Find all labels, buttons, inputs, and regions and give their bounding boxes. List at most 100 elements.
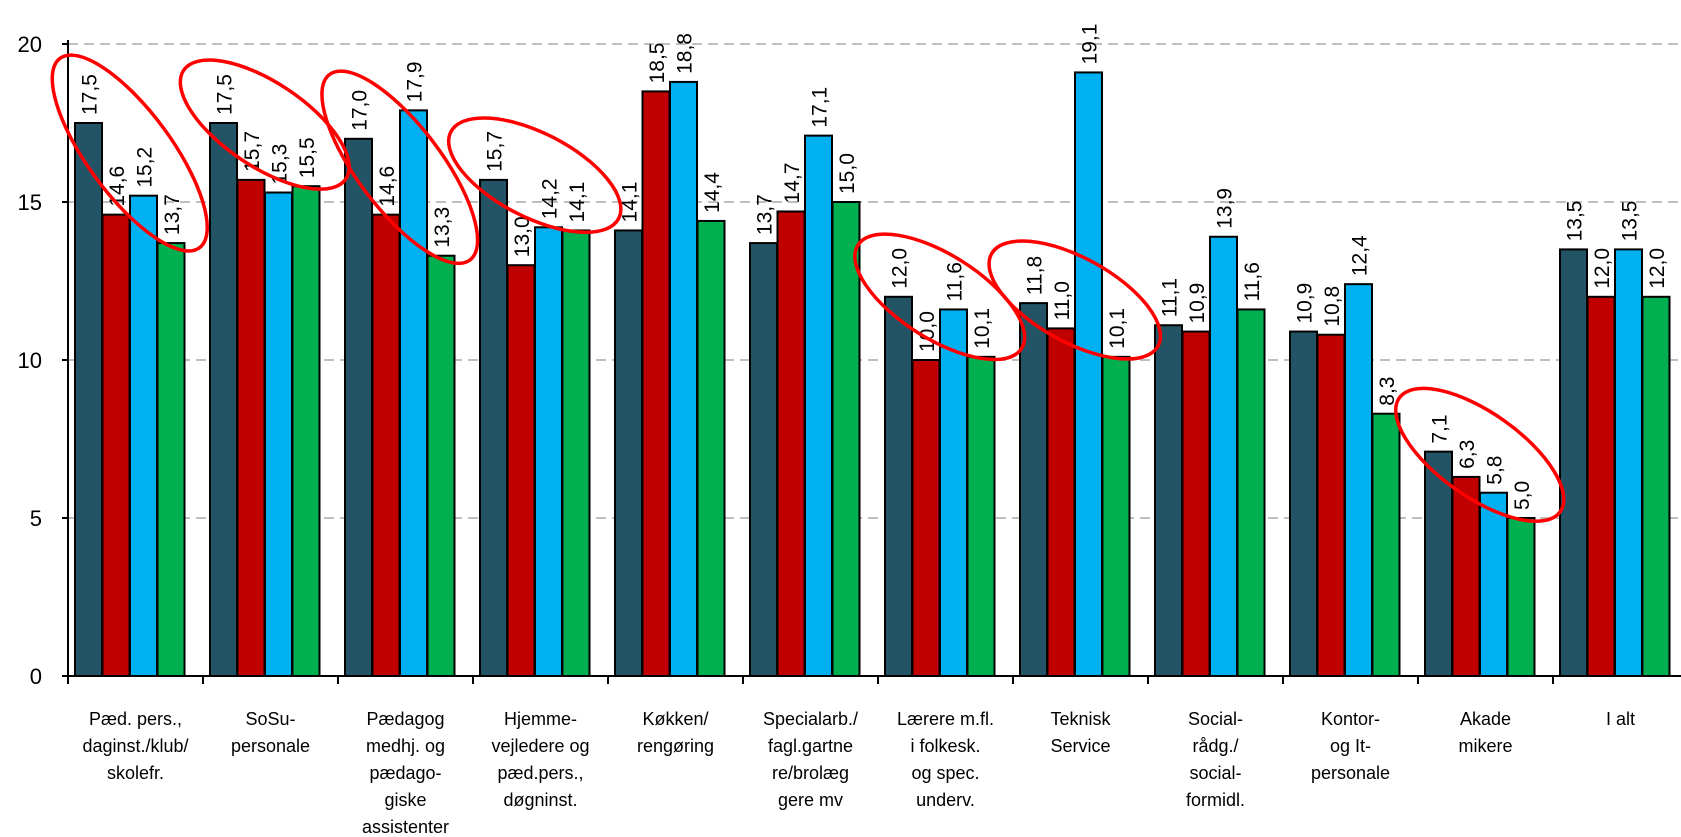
- data-labels: 17,514,6 15,213,717,515,7 15,3 15,517,014,6…: [79, 24, 1670, 510]
- highlight-ellipse: [1393, 386, 1566, 524]
- category-label-line: vejledere og: [491, 736, 589, 756]
- highlight-ellipse: [50, 53, 209, 253]
- category-label-line: personale: [1311, 763, 1390, 783]
- bar-series-3-cat-2: [264, 191, 293, 678]
- data-label: 11,6: [1241, 262, 1264, 301]
- data-label: 13,7: [161, 194, 184, 235]
- category-label: Pæd. pers., daginst./klub/skolefr.: [82, 709, 188, 783]
- category-label-line: personale: [231, 736, 310, 756]
- bar-series-1-cat-9: [1154, 324, 1183, 677]
- data-label: 13,0: [511, 216, 534, 257]
- data-label: 13,5: [1564, 201, 1587, 242]
- category-label-line: Specialarb./: [763, 709, 858, 729]
- category-label-line: rengøring: [637, 736, 714, 756]
- bar-series-2-cat-12: [1586, 295, 1616, 677]
- category-label-line: social-: [1189, 763, 1241, 783]
- highlight-ellipse: [320, 69, 480, 266]
- category-label-line: mikere: [1458, 736, 1512, 756]
- bar-series-4-cat-2: [291, 185, 321, 677]
- category-label-line: giske: [384, 790, 426, 810]
- category-label-line: Pædagog: [366, 709, 444, 729]
- bar-series-4-cat-3: [426, 254, 456, 677]
- data-label: 11,1: [1159, 278, 1182, 317]
- category-label-line: og It-: [1330, 736, 1371, 756]
- data-label: 17,5: [79, 74, 102, 115]
- bar-series-4-cat-6: [831, 201, 861, 677]
- category-label-line: formidl.: [1186, 790, 1245, 810]
- bar-series-3-cat-8: [1074, 71, 1103, 677]
- category-label-line: re/brolæg: [772, 763, 849, 783]
- data-label: 15,3: [269, 144, 292, 185]
- category-label-line: medhj. og: [366, 736, 445, 756]
- data-label: 15,2: [134, 147, 157, 188]
- bar-series-1-cat-4: [479, 178, 508, 677]
- category-label-line: assistenter: [362, 817, 449, 837]
- bar-series-4-cat-5: [696, 219, 726, 678]
- data-label: 12,0: [1646, 248, 1669, 289]
- data-label: 6,3: [1456, 440, 1479, 469]
- data-label: 18,8: [674, 33, 697, 74]
- category-label-line: Hjemme-: [504, 709, 577, 729]
- category-labels: Pæd. pers., daginst./klub/skolefr. SoSu-pe…: [82, 709, 1635, 837]
- data-label: 15,7: [484, 131, 507, 172]
- category-label-line: rådg./: [1192, 736, 1238, 756]
- category-label-line: og spec.: [911, 763, 979, 783]
- bar-series-4-cat-4: [561, 229, 591, 677]
- category-label: Akade mikere: [1458, 709, 1512, 756]
- data-label: 18,5: [646, 43, 669, 84]
- data-label: 7,1: [1429, 414, 1452, 443]
- bar-series-4-cat-9: [1236, 308, 1266, 677]
- bar-series-1-cat-7: [884, 295, 913, 677]
- bar-series-4-cat-10: [1371, 412, 1401, 677]
- data-label: 13,9: [1214, 188, 1237, 229]
- category-label-line: pæd.pers.,: [497, 763, 583, 783]
- category-label-line: Lærere m.fl.: [897, 709, 994, 729]
- category-label-line: døgninst.: [503, 790, 577, 810]
- data-label: 17,1: [809, 87, 832, 128]
- bar-series-1-cat-8: [1019, 302, 1048, 677]
- bar-series-4-cat-12: [1641, 295, 1671, 677]
- bar-series-3-cat-1: [129, 194, 158, 677]
- category-label: Social-rådg./ social-formidl.: [1186, 709, 1245, 810]
- highlight-ellipses: [50, 53, 1566, 524]
- bar-series-1-cat-10: [1289, 330, 1318, 677]
- data-label: 14,7: [781, 163, 804, 204]
- category-label-line: Pæd. pers.,: [89, 709, 182, 729]
- y-tick-label: 0: [30, 664, 42, 689]
- bar-series-3-cat-7: [939, 308, 968, 677]
- bar-series-1-cat-6: [749, 242, 778, 678]
- data-label: 14,2: [539, 178, 562, 219]
- data-label: 15,0: [836, 153, 859, 194]
- y-tick-label: 15: [18, 190, 42, 215]
- category-label: Lærere m.fl. i folkesk. og spec. underv.: [897, 709, 994, 810]
- bar-series-2-cat-7: [911, 359, 941, 677]
- bar-series-2-cat-1: [101, 213, 131, 677]
- category-label-line: Kontor-: [1321, 709, 1380, 729]
- category-label-line: daginst./klub/: [82, 736, 188, 756]
- bar-series-3-cat-3: [399, 109, 428, 678]
- category-label-line: Køkken/: [642, 709, 708, 729]
- data-label: 5,0: [1511, 481, 1534, 510]
- bar-series-2-cat-8: [1046, 327, 1076, 677]
- data-label: 14,6: [106, 166, 129, 207]
- bar-series-3-cat-5: [669, 80, 698, 678]
- y-tick-label: 10: [18, 348, 42, 373]
- bar-series-4-cat-7: [966, 355, 996, 677]
- category-label-line: SoSu-: [245, 709, 295, 729]
- category-label-line: underv.: [916, 790, 975, 810]
- data-label: 11,6: [944, 262, 967, 301]
- data-label: 13,5: [1619, 201, 1642, 242]
- bar-series-2-cat-10: [1316, 333, 1346, 677]
- category-label-line: gere mv: [778, 790, 843, 810]
- bar-series-3-cat-9: [1209, 235, 1238, 677]
- category-label-line: skolefr.: [107, 763, 164, 783]
- data-label: 10,0: [916, 311, 939, 352]
- highlight-ellipse: [178, 58, 351, 191]
- y-tick-label: 20: [18, 32, 42, 57]
- data-label: 10,9: [1294, 283, 1317, 324]
- data-label: 5,8: [1484, 456, 1507, 485]
- bar-series-4-cat-8: [1101, 355, 1131, 677]
- data-label: 14,4: [701, 172, 724, 213]
- data-label: 13,3: [431, 207, 454, 248]
